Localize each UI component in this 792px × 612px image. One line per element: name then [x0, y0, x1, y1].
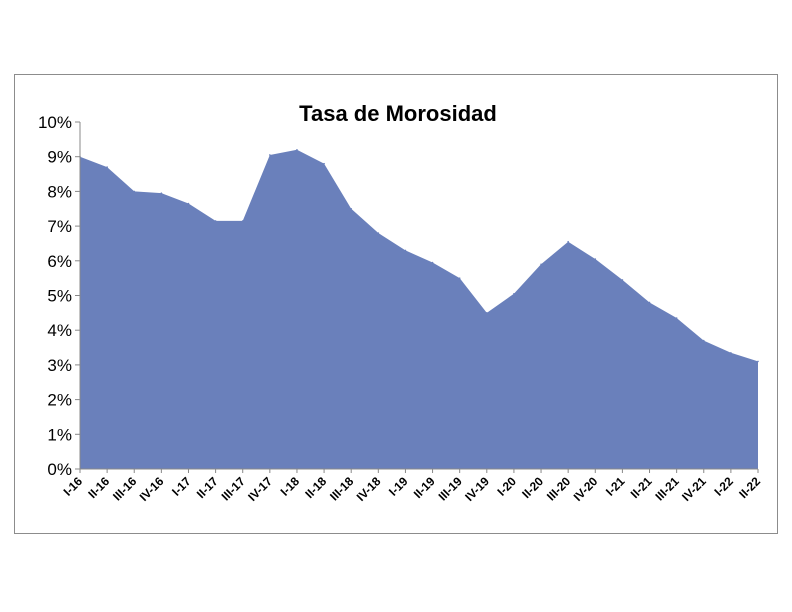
y-axis-ticks: 0% 1% 2% 3% 4% 5% 6% 7% 8% 9% 10%: [38, 113, 80, 479]
data-point: [377, 232, 380, 234]
data-point: [648, 301, 651, 304]
x-tick-label: IV-16: [137, 474, 167, 504]
x-tick-label: III-20: [544, 474, 573, 503]
data-point: [133, 190, 136, 193]
data-point: [431, 261, 434, 264]
data-point: [675, 317, 678, 319]
x-tick-label: II-19: [411, 474, 438, 501]
x-tick-label: II-20: [519, 474, 546, 501]
data-point: [458, 277, 461, 279]
data-point: [106, 166, 108, 168]
x-tick-label: II-16: [85, 474, 112, 501]
data-point: [513, 292, 515, 295]
x-tick-label: III-21: [653, 474, 682, 503]
y-tick-label: 9%: [47, 148, 72, 167]
x-tick-label: II-22: [736, 474, 763, 501]
x-tick-label: III-19: [436, 474, 465, 503]
data-point: [757, 360, 759, 363]
data-point: [621, 279, 624, 281]
x-tick-label: IV-18: [354, 474, 384, 504]
x-tick-label: IV-20: [571, 474, 601, 504]
x-tick-label: I-22: [711, 474, 736, 499]
y-tick-label: 8%: [47, 182, 72, 201]
x-tick-label: I-17: [169, 474, 194, 499]
data-point: [214, 220, 217, 222]
y-tick-label: 1%: [47, 425, 72, 444]
y-tick-label: 6%: [47, 252, 72, 271]
y-tick-label: 5%: [47, 287, 72, 306]
x-tick-label: III-18: [327, 474, 356, 503]
data-point: [702, 339, 705, 342]
data-point: [241, 220, 244, 222]
x-tick-label: III-17: [219, 474, 248, 503]
area-series-0: [80, 149, 758, 469]
y-tick-label: 0%: [47, 460, 72, 479]
chart-title: Tasa de Morosidad: [299, 101, 497, 126]
data-point: [160, 192, 163, 194]
x-tick-label: IV-19: [462, 474, 492, 504]
data-point: [594, 258, 597, 260]
x-tick-label: I-18: [278, 474, 303, 499]
data-point: [486, 312, 488, 314]
data-point: [296, 148, 298, 151]
x-tick-label: II-21: [628, 474, 655, 501]
x-tick-label: II-18: [302, 474, 329, 501]
series-layer: [79, 148, 759, 469]
data-point: [730, 351, 732, 354]
y-tick-label: 3%: [47, 356, 72, 375]
x-tick-label: IV-21: [679, 474, 709, 504]
y-tick-label: 4%: [47, 321, 72, 340]
y-tick-label: 7%: [47, 217, 72, 236]
data-point: [404, 249, 407, 252]
x-tick-label: I-20: [495, 474, 520, 499]
x-tick-label: IV-17: [245, 474, 275, 504]
x-tick-label: III-16: [110, 474, 139, 503]
x-tick-label: I-21: [603, 474, 628, 499]
data-point: [323, 162, 325, 165]
data-point: [540, 263, 542, 266]
data-point: [269, 154, 271, 156]
y-tick-label: 2%: [47, 391, 72, 410]
data-point: [350, 207, 353, 210]
data-point: [567, 240, 569, 243]
data-point: [187, 202, 190, 205]
y-tick-label: 10%: [38, 113, 72, 132]
x-tick-label: II-17: [194, 474, 221, 501]
x-tick-label: I-19: [386, 474, 411, 499]
